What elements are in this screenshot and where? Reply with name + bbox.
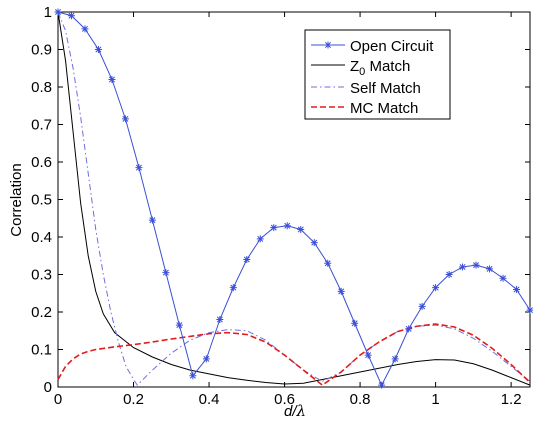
y-tick-label: 0.1	[31, 342, 52, 359]
y-tick-labels: 0 0.1 0.2 0.3 0.4 0.5 0.6 0.7 0.8 0.9 1	[31, 4, 52, 396]
y-tick-label: 0.8	[31, 79, 52, 96]
data-point-open-circuit	[472, 261, 480, 269]
data-point-open-circuit	[216, 316, 224, 323]
x-tick-label: 1	[431, 391, 439, 408]
data-point-open-circuit	[364, 351, 372, 359]
data-point-open-circuit	[459, 263, 467, 271]
x-tick-label: 0.4	[199, 391, 220, 408]
data-point-open-circuit	[324, 259, 332, 267]
y-tick-label: 0.6	[31, 154, 52, 171]
data-point-open-circuit	[513, 286, 521, 293]
legend-label-mc-match: MC Match	[350, 100, 418, 117]
data-point-open-circuit	[148, 216, 156, 224]
y-tick-label: 1	[44, 4, 52, 21]
data-point-open-circuit	[351, 319, 359, 327]
data-point-open-circuit	[310, 239, 318, 247]
data-point-open-circuit	[526, 306, 533, 314]
legend-marker-open-circuit	[324, 41, 332, 49]
legend: Open Circuit Z0 Match Self Match MC Matc…	[304, 29, 451, 120]
data-point-open-circuit	[499, 274, 507, 282]
data-point-open-circuit	[189, 372, 197, 380]
data-point-open-circuit	[418, 302, 426, 310]
x-tick-labels: 0 0.2 0.4 0.6 0.8 1 1.2	[54, 391, 522, 408]
y-tick-label: 0.2	[31, 304, 52, 321]
plot-area	[57, 11, 531, 388]
x-tick-label: 0	[54, 391, 62, 408]
series-line-open-circuit	[57, 11, 531, 387]
data-point-open-circuit	[405, 325, 413, 333]
y-tick-label: 0.4	[31, 229, 52, 246]
y-tick-label: 0	[44, 379, 52, 396]
data-point-open-circuit	[445, 271, 453, 278]
series-layer	[54, 8, 533, 389]
data-point-open-circuit	[256, 235, 264, 243]
y-tick-label: 0.9	[31, 42, 52, 59]
legend-label-z0-sub: 0	[359, 66, 365, 78]
y-tick-label: 0.5	[31, 192, 52, 209]
data-point-open-circuit	[283, 222, 291, 230]
legend-label-z0-rest: Match	[365, 58, 410, 75]
data-point-open-circuit	[229, 284, 237, 292]
x-tick-label: 0.2	[123, 391, 144, 408]
data-point-open-circuit	[162, 269, 170, 277]
data-point-open-circuit	[297, 226, 305, 233]
y-tick-label: 0.7	[31, 117, 52, 134]
x-axis-label-lambda: λ	[296, 402, 307, 420]
data-point-open-circuit	[432, 284, 440, 292]
y-axis-label: Correlation	[8, 163, 25, 236]
data-point-open-circuit	[202, 355, 210, 363]
data-point-open-circuit	[121, 115, 129, 123]
x-tick-label: 0.8	[350, 391, 371, 408]
data-point-open-circuit	[108, 76, 116, 83]
data-point-open-circuit	[270, 224, 278, 232]
x-axis-label-main: d/	[284, 403, 298, 420]
x-tick-label: 1.2	[501, 391, 522, 408]
data-point-open-circuit	[486, 265, 494, 273]
legend-label-z0-match: Z0 Match	[350, 58, 410, 78]
legend-rows	[311, 41, 345, 108]
legend-label-self-match: Self Match	[350, 80, 421, 97]
legend-label-open-circuit: Open Circuit	[350, 38, 434, 55]
data-point-open-circuit	[81, 25, 89, 33]
data-point-open-circuit	[175, 321, 183, 329]
data-point-open-circuit	[378, 381, 386, 389]
data-point-open-circuit	[135, 164, 143, 172]
y-tick-label: 0.3	[31, 267, 52, 284]
series-line-self-match	[57, 11, 531, 386]
series-line-z0-match	[57, 11, 531, 386]
x-axis-label: d/λ	[284, 402, 306, 420]
x-tick-label: 0.6	[274, 391, 295, 408]
data-point-open-circuit	[94, 46, 102, 53]
data-point-open-circuit	[67, 12, 75, 20]
series-line-mc-match	[57, 323, 531, 387]
data-point-open-circuit	[54, 8, 62, 16]
data-point-open-circuit	[243, 256, 251, 263]
data-point-open-circuit	[337, 287, 345, 295]
data-point-open-circuit	[391, 355, 399, 363]
legend-label-z0-main: Z	[350, 58, 359, 75]
